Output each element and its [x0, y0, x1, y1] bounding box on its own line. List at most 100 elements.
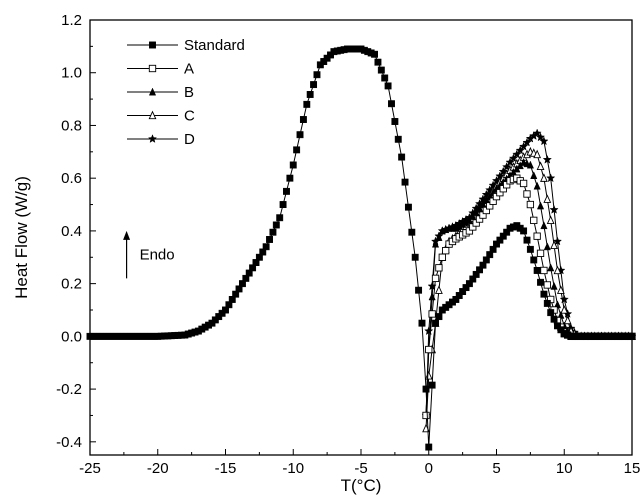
data-point — [543, 242, 551, 251]
data-point — [442, 247, 450, 255]
data-point — [536, 201, 545, 210]
y-tick-label: 0.0 — [61, 328, 82, 345]
legend-label: C — [184, 108, 195, 125]
data-point — [435, 233, 443, 241]
y-axis-title: Heat Flow (W/g) — [12, 176, 31, 299]
y-tick-label: -0.4 — [56, 434, 82, 451]
data-point — [431, 274, 440, 283]
data-point — [628, 332, 636, 340]
data-point — [536, 249, 545, 257]
x-tick-label: -20 — [147, 460, 169, 477]
data-point — [559, 294, 569, 304]
series-d — [421, 128, 637, 420]
legend-marker — [148, 64, 157, 73]
data-point — [422, 385, 430, 393]
data-point — [428, 381, 436, 389]
x-tick-label: 10 — [556, 460, 573, 477]
data-point — [431, 239, 440, 248]
legend-item-a: A — [127, 61, 194, 78]
data-point — [540, 221, 548, 230]
data-point — [398, 153, 406, 161]
data-point — [310, 81, 318, 89]
x-axis-title: T(°C) — [341, 476, 382, 495]
data-point — [283, 187, 290, 195]
legend-marker — [149, 41, 156, 49]
data-point — [530, 256, 538, 264]
y-tick-label: 0.2 — [61, 276, 82, 293]
x-tick-label: -15 — [215, 460, 237, 477]
legend-item-d: D — [127, 131, 195, 148]
legend-label: B — [184, 84, 194, 101]
x-tick-label: 0 — [425, 460, 433, 477]
data-point — [556, 285, 565, 294]
axis-ticks: -25 -20 -15 -10 -5 0 5 10 15 -0.4 -0.2 0.0 0.2 0.4 0.6… — [56, 12, 640, 477]
data-point — [306, 91, 314, 98]
data-point — [522, 137, 532, 147]
data-point — [289, 161, 297, 169]
y-tick-label: 0.8 — [61, 117, 82, 134]
data-point — [425, 345, 433, 354]
endo-arrowhead-icon — [123, 230, 131, 240]
data-point — [550, 315, 558, 323]
data-point — [526, 200, 535, 209]
x-tick-label: 15 — [624, 460, 641, 477]
y-tick-label: 0.6 — [61, 170, 82, 187]
data-point — [276, 214, 284, 222]
data-point — [533, 181, 541, 190]
data-point — [377, 66, 385, 74]
data-point — [422, 411, 430, 420]
data-point — [540, 173, 548, 182]
data-point — [505, 157, 515, 167]
data-point — [543, 281, 551, 289]
data-point — [537, 278, 544, 286]
data-point — [303, 100, 311, 108]
data-point — [563, 315, 572, 325]
data-point — [519, 179, 528, 188]
data-point — [553, 265, 562, 275]
data-point — [523, 190, 531, 198]
plot-area — [89, 19, 633, 456]
data-point — [418, 319, 426, 327]
y-tick-label: -0.2 — [56, 381, 82, 398]
data-point — [543, 194, 552, 203]
data-point — [523, 236, 531, 244]
data-point — [425, 443, 433, 451]
data-point — [518, 141, 529, 151]
series-line — [425, 132, 632, 416]
legend-label: A — [184, 61, 194, 78]
data-point — [536, 161, 545, 170]
data-point — [533, 149, 542, 159]
data-point — [266, 236, 273, 243]
data-point — [293, 146, 301, 154]
data-point — [520, 227, 528, 235]
data-point — [533, 267, 541, 274]
series-layer — [86, 45, 637, 451]
data-point — [391, 118, 399, 125]
data-point — [526, 160, 534, 169]
legend-item-standard: Standard — [127, 37, 245, 54]
data-point — [408, 228, 416, 236]
data-point — [438, 253, 446, 261]
data-point — [532, 128, 542, 138]
data-point — [530, 216, 538, 225]
data-point — [415, 286, 423, 294]
data-point — [279, 201, 287, 208]
data-point — [502, 162, 512, 171]
data-point — [394, 135, 402, 143]
legend-label: D — [184, 131, 195, 148]
data-point — [547, 309, 555, 317]
data-point — [424, 326, 434, 336]
data-point — [542, 154, 552, 164]
data-point — [401, 178, 409, 186]
data-point — [435, 313, 443, 321]
data-point — [546, 215, 555, 225]
data-point — [435, 264, 443, 272]
data-point — [384, 82, 392, 90]
data-point — [530, 171, 538, 179]
data-point — [543, 299, 551, 307]
x-tick-label: -25 — [79, 460, 101, 477]
data-point — [404, 203, 412, 211]
data-point — [286, 174, 294, 182]
y-tick-label: 1.0 — [61, 65, 82, 82]
